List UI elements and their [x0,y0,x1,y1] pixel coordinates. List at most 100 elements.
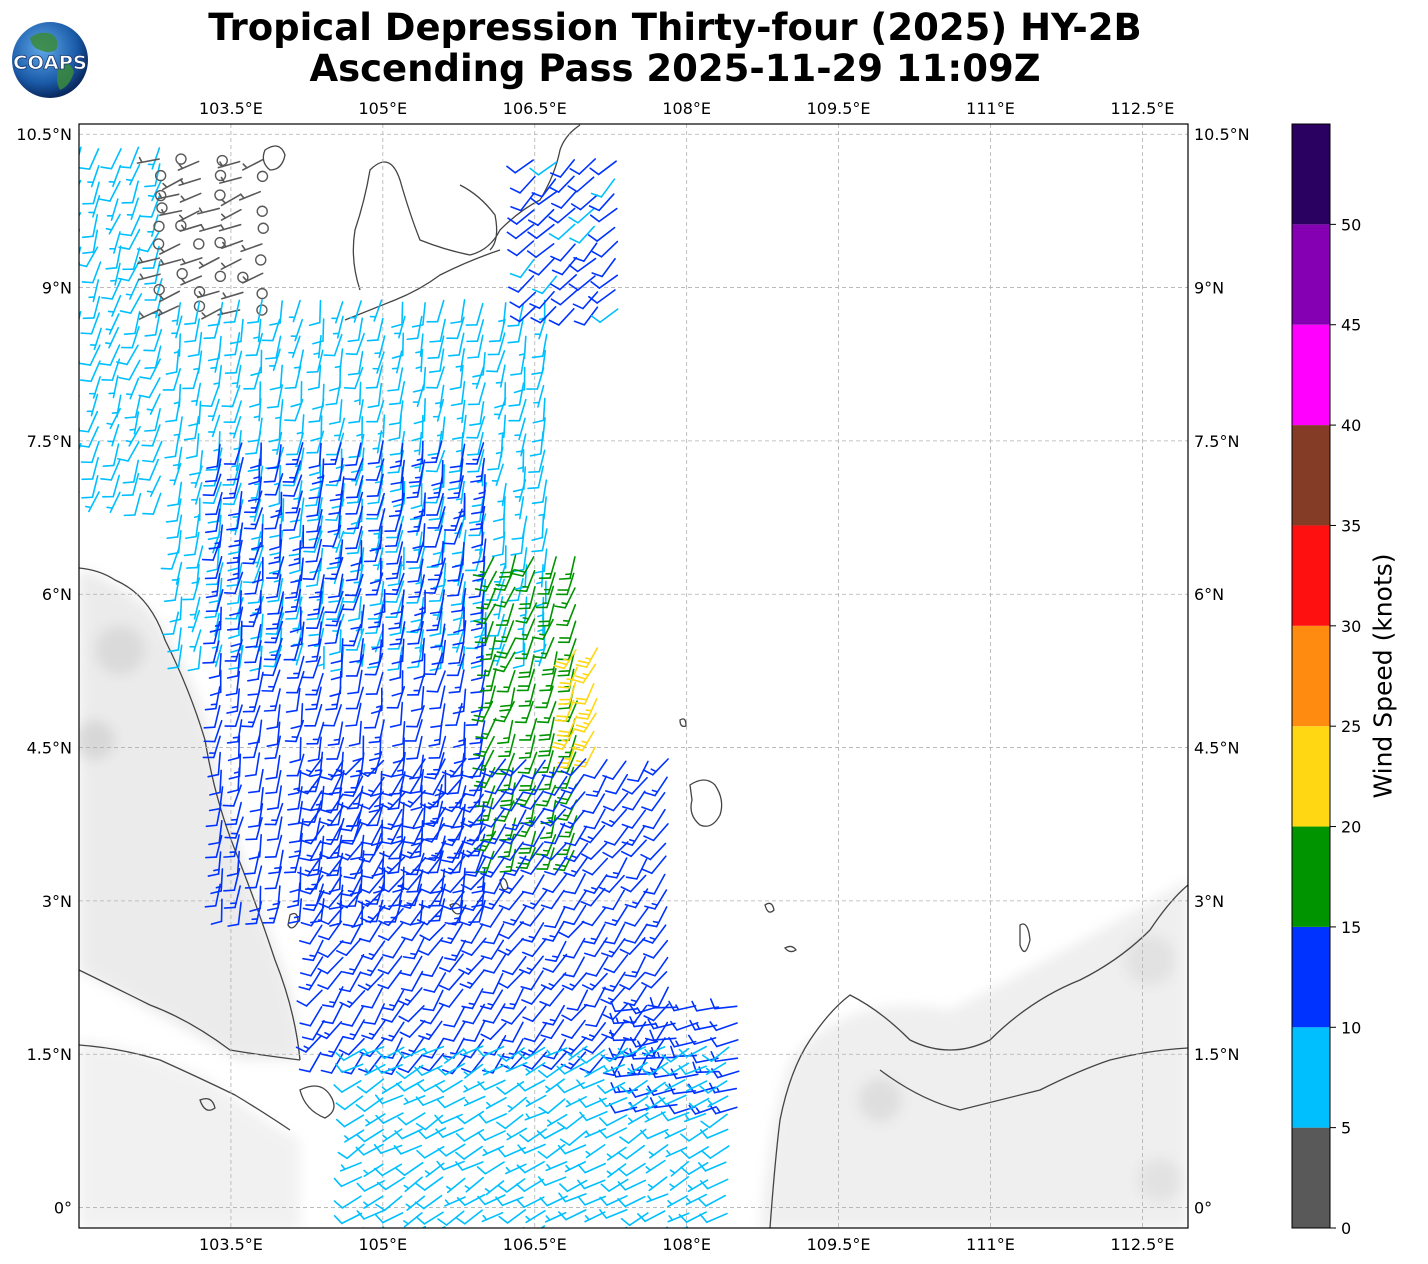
wind-barb [428,496,445,521]
wind-barb [395,1161,424,1177]
wind-barb [459,793,484,813]
wind-barb [223,834,240,858]
wind-barb [519,842,544,862]
wind-barb [602,760,627,780]
wind-barb [374,1212,404,1224]
wind-barb [368,604,385,629]
wind-barb [240,243,263,253]
wind-barb [243,850,261,875]
wind-barb [617,1162,646,1177]
wind-barb [416,907,443,926]
wind-barb [665,1146,688,1158]
wind-barb [419,791,446,810]
wind-barb [180,275,203,286]
wind-barb [106,491,121,514]
wind-barb [184,300,201,326]
wind-barb [515,569,536,593]
wind-barb [156,202,168,214]
wind-barb [243,366,262,390]
wind-barb [567,1045,588,1061]
wind-barb [466,319,485,343]
wind-barb [408,574,425,599]
lat-tick-label-left: 4.5°N [27,739,72,758]
wind-barb [452,630,465,653]
wind-barb [396,1047,426,1059]
wind-barb [333,1080,362,1093]
wind-barb [268,348,281,372]
wind-barb [268,849,284,875]
land-spot [95,625,145,675]
wind-barb [456,1110,485,1125]
wind-barb [329,629,342,656]
wind-barb [167,530,182,556]
lat-tick-label-right: 6°N [1194,585,1224,604]
wind-barb [263,637,283,661]
wind-barb [288,335,301,358]
wind-barb [423,840,447,862]
wind-barb [385,555,403,580]
wind-barb [450,299,466,324]
wind-barb [645,906,668,928]
wind-barb [163,577,180,603]
wind-barb [426,670,446,693]
wind-barb [299,924,323,945]
wind-barb [144,408,161,432]
lat-tick-label-left: 9°N [42,279,72,298]
lat-tick-label-left: 1.5°N [27,1045,72,1064]
wind-barb [425,449,446,473]
wind-barb [602,792,629,812]
wind-barb [373,1143,403,1154]
wind-barb [568,257,597,273]
wind-barb [485,350,506,373]
wind-barb [253,318,262,343]
wind-barb [403,1212,423,1228]
wind-barb [387,646,403,671]
wind-barb [297,806,323,827]
wind-barb [122,247,141,271]
wind-barb [667,1195,688,1208]
wind-barb [222,482,242,506]
wind-barb [402,758,426,779]
wind-barb [452,688,467,715]
wind-barb [369,581,385,607]
wind-barb [138,458,159,481]
wind-barb [155,189,167,202]
lon-tick-label-top: 103.5°E [199,99,263,118]
wind-barb [306,349,324,374]
wind-barb [79,246,82,257]
wind-barb [265,612,285,635]
wind-barb [223,885,241,909]
wind-barb [432,464,446,491]
wind-barb [506,159,534,174]
wind-barb [325,604,345,627]
wind-barb [538,716,555,741]
wind-barb [564,825,588,847]
wind-barb [79,375,80,378]
wind-barb [264,735,282,760]
colorbar-bin [1292,124,1330,225]
wind-barb [483,823,507,845]
wind-barb [159,243,181,255]
wind-barb [290,380,303,408]
wind-barb [427,557,446,581]
wind-barb [668,1000,697,1012]
wind-barb [423,758,446,780]
wind-barb [455,1128,485,1142]
wind-barb [522,1003,548,1023]
wind-barb [265,770,282,795]
wind-barb [173,333,182,357]
lon-tick-label-bottom: 105°E [359,1235,408,1254]
wind-barb [532,397,546,424]
wind-barb [499,824,524,845]
wind-barb [569,158,597,175]
wind-barb [79,344,101,366]
wind-barb [395,1079,425,1092]
wind-barb [173,416,183,440]
wind-barb [533,384,545,408]
wind-barb [459,906,484,927]
wind-barb [539,814,557,840]
wind-barb [329,539,344,565]
wind-barb [623,985,647,1007]
wind-barb [577,1179,606,1190]
wind-barb [469,401,485,426]
